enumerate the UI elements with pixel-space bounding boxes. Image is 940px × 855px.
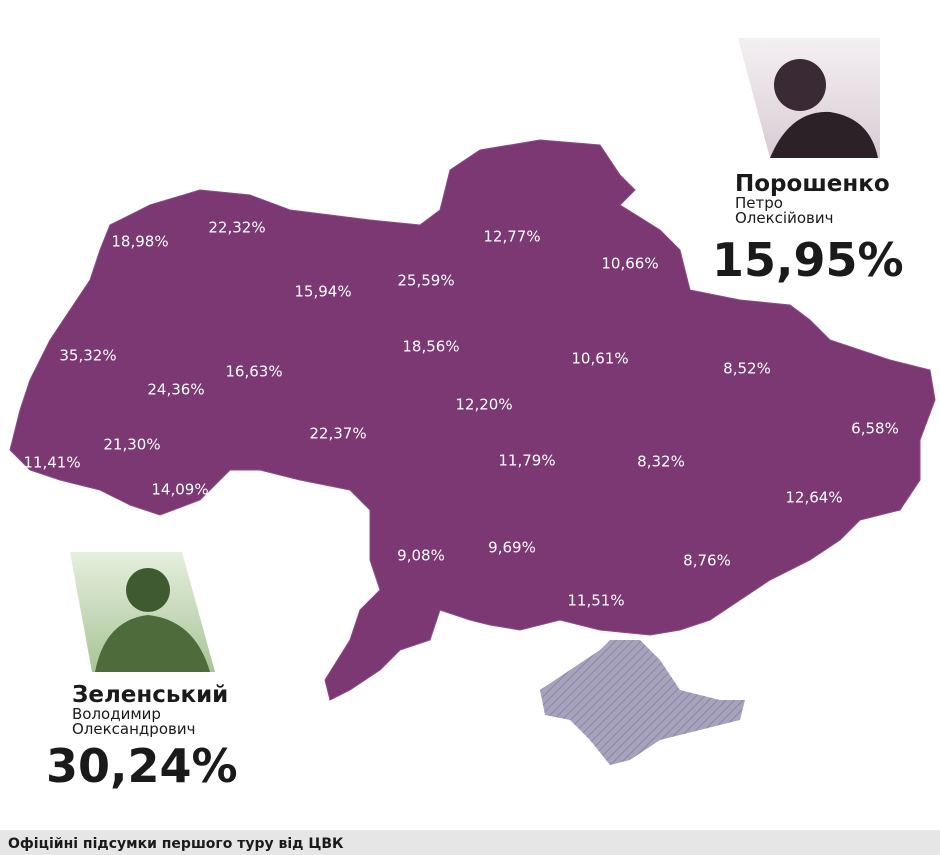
region-label: 12,77% <box>483 228 540 246</box>
photo-figure <box>95 615 210 672</box>
region-label: 10,61% <box>571 350 628 368</box>
candidate-result: 15,95% <box>712 233 904 287</box>
region-label: 21,30% <box>103 436 160 454</box>
region-label: 24,36% <box>147 381 204 399</box>
region-label: 18,56% <box>402 338 459 356</box>
region-label: 25,59% <box>397 272 454 290</box>
region-label: 15,94% <box>294 283 351 301</box>
region-label: 12,20% <box>455 396 512 414</box>
region-label: 8,76% <box>683 552 731 570</box>
candidate-surname: Порошенко <box>735 171 890 197</box>
region-label: 8,32% <box>637 453 685 471</box>
candidate-first-name: Володимир <box>72 705 161 723</box>
region-label: 11,41% <box>23 454 80 472</box>
region-label: 10,66% <box>601 255 658 273</box>
photo-figure <box>126 568 170 612</box>
crimea <box>540 640 745 765</box>
region-label: 8,52% <box>723 360 771 378</box>
region-label: 18,98% <box>111 233 168 251</box>
candidate-first-name: Петро <box>735 194 783 212</box>
candidate-patronymic: Олександрович <box>72 720 195 738</box>
region-label: 35,32% <box>59 347 116 365</box>
region-label: 16,63% <box>225 363 282 381</box>
candidate-surname: Зеленський <box>72 682 228 708</box>
footer-bar <box>0 830 940 855</box>
region-label: 9,69% <box>488 539 536 557</box>
candidate-result: 30,24% <box>46 739 238 793</box>
region-label: 11,51% <box>567 592 624 610</box>
region-label: 9,08% <box>397 547 445 565</box>
region-label: 22,37% <box>309 425 366 443</box>
candidate-patronymic: Олексійович <box>735 209 833 227</box>
photo-figure <box>770 111 878 158</box>
region-label: 11,79% <box>498 452 555 470</box>
region-labels: 18,98% 22,32% 15,94% 25,59% 12,77% 10,66% 35,3… <box>23 219 898 610</box>
ukraine-map <box>9 139 936 701</box>
region-label: 22,32% <box>208 219 265 237</box>
region-label: 14,09% <box>151 481 208 499</box>
footer-text: Офіційні підсумки першого туру від ЦВК <box>8 836 344 852</box>
region-label: 6,58% <box>851 420 899 438</box>
photo-figure <box>774 59 826 111</box>
region-label: 12,64% <box>785 489 842 507</box>
